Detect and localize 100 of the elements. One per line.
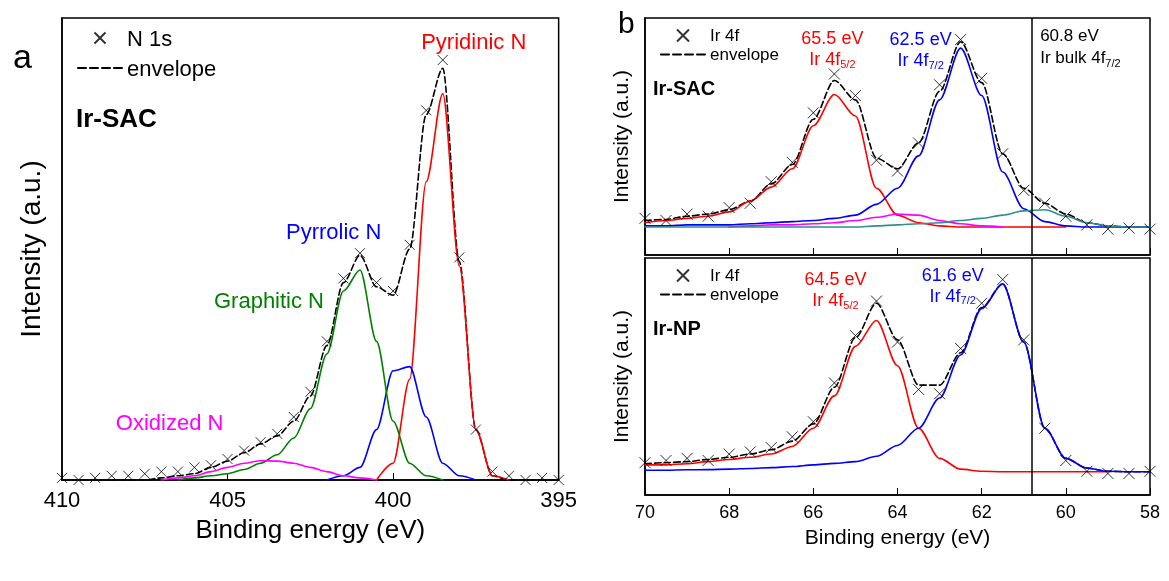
- point: [1144, 223, 1156, 236]
- x-tick-label: 410: [43, 486, 81, 512]
- x-tick-label: 400: [374, 486, 412, 512]
- point: [1059, 454, 1072, 467]
- point: [503, 470, 515, 482]
- x-tick-label: 60: [1055, 502, 1076, 522]
- point: [933, 78, 946, 91]
- point: [437, 54, 449, 66]
- y-axis-title: Intensity (a.u.): [609, 309, 632, 444]
- x-tick-label: 58: [1139, 502, 1161, 522]
- point: [1122, 467, 1135, 480]
- point: [337, 272, 349, 284]
- point: [255, 436, 267, 448]
- point: [639, 456, 651, 469]
- point: [765, 441, 778, 454]
- annotation: Ir-SAC: [653, 77, 716, 99]
- point: [870, 154, 883, 167]
- point: [1122, 222, 1135, 235]
- point: [702, 210, 715, 223]
- point: [870, 295, 883, 308]
- x-tick-label: 68: [719, 502, 740, 522]
- text: Pyrrolic N: [285, 219, 382, 245]
- point: [304, 386, 316, 398]
- point: [172, 466, 184, 478]
- point: [453, 251, 465, 263]
- point: [188, 461, 200, 473]
- point: [387, 285, 399, 297]
- point: [404, 239, 416, 251]
- point: [807, 415, 820, 428]
- x-axis-title: Binding energy (eV): [804, 524, 991, 548]
- annotation: Ir-SAC: [76, 103, 158, 133]
- x-tick-label: 395: [540, 486, 578, 512]
- point: [786, 430, 799, 443]
- point: [536, 472, 548, 484]
- point: [744, 197, 757, 210]
- legend-label: Ir 4f: [710, 266, 740, 285]
- point: [786, 156, 799, 169]
- point: [723, 201, 736, 214]
- chart-title: b: [618, 5, 635, 39]
- point: [975, 72, 988, 85]
- point: [849, 329, 862, 342]
- point: [891, 336, 904, 349]
- point: [954, 342, 967, 355]
- point: [321, 335, 333, 347]
- point: [1059, 210, 1072, 223]
- point: [996, 273, 1009, 286]
- point: [954, 33, 967, 46]
- legend-label: envelope: [710, 45, 780, 64]
- point: [89, 472, 101, 484]
- point: [723, 448, 736, 461]
- text: Pyridinic N: [421, 29, 527, 55]
- point: [849, 89, 862, 102]
- x-tick-label: 405: [209, 486, 246, 512]
- point: [155, 466, 167, 478]
- point: [1080, 218, 1093, 231]
- point: [288, 411, 300, 423]
- point: [470, 424, 482, 436]
- series-label: Oxidized N: [115, 409, 224, 435]
- point: [205, 459, 217, 471]
- point: [222, 453, 234, 465]
- point: [1101, 223, 1114, 236]
- point: [73, 474, 85, 486]
- legend-label: envelope: [127, 55, 217, 81]
- point: [975, 297, 988, 310]
- x-tick-label: 70: [634, 502, 656, 522]
- point: [420, 104, 432, 116]
- point: [807, 106, 820, 119]
- point: [639, 212, 651, 225]
- x-tick-label: 62: [971, 502, 992, 522]
- legend-label: N 1s: [127, 25, 173, 51]
- series-label: Graphitic N: [213, 287, 325, 313]
- point: [1080, 465, 1093, 478]
- point: [765, 175, 778, 188]
- point: [238, 445, 250, 457]
- point: [912, 136, 925, 149]
- point: [371, 277, 383, 289]
- point: [660, 214, 673, 227]
- point: [486, 466, 498, 478]
- x-axis-title: Binding energy (eV): [195, 514, 426, 544]
- point: [1017, 184, 1030, 197]
- point: [1017, 333, 1030, 346]
- point: [996, 147, 1009, 160]
- point: [681, 208, 694, 221]
- point: [744, 445, 757, 458]
- point: [702, 454, 715, 467]
- annotation: Ir-NP: [653, 317, 701, 339]
- point: [1144, 465, 1156, 478]
- chart-title: a: [13, 37, 32, 75]
- point: [520, 474, 532, 486]
- point: [912, 383, 925, 396]
- x-tick-label: 64: [887, 502, 908, 522]
- x-tick-label: 66: [803, 502, 824, 522]
- y-axis-title: Intensity (a.u.): [14, 160, 46, 338]
- point: [1101, 467, 1114, 480]
- point: [891, 164, 904, 177]
- point: [933, 387, 946, 400]
- point: [1038, 197, 1051, 210]
- point: [271, 428, 283, 440]
- point: [1038, 422, 1051, 435]
- point: [660, 454, 673, 467]
